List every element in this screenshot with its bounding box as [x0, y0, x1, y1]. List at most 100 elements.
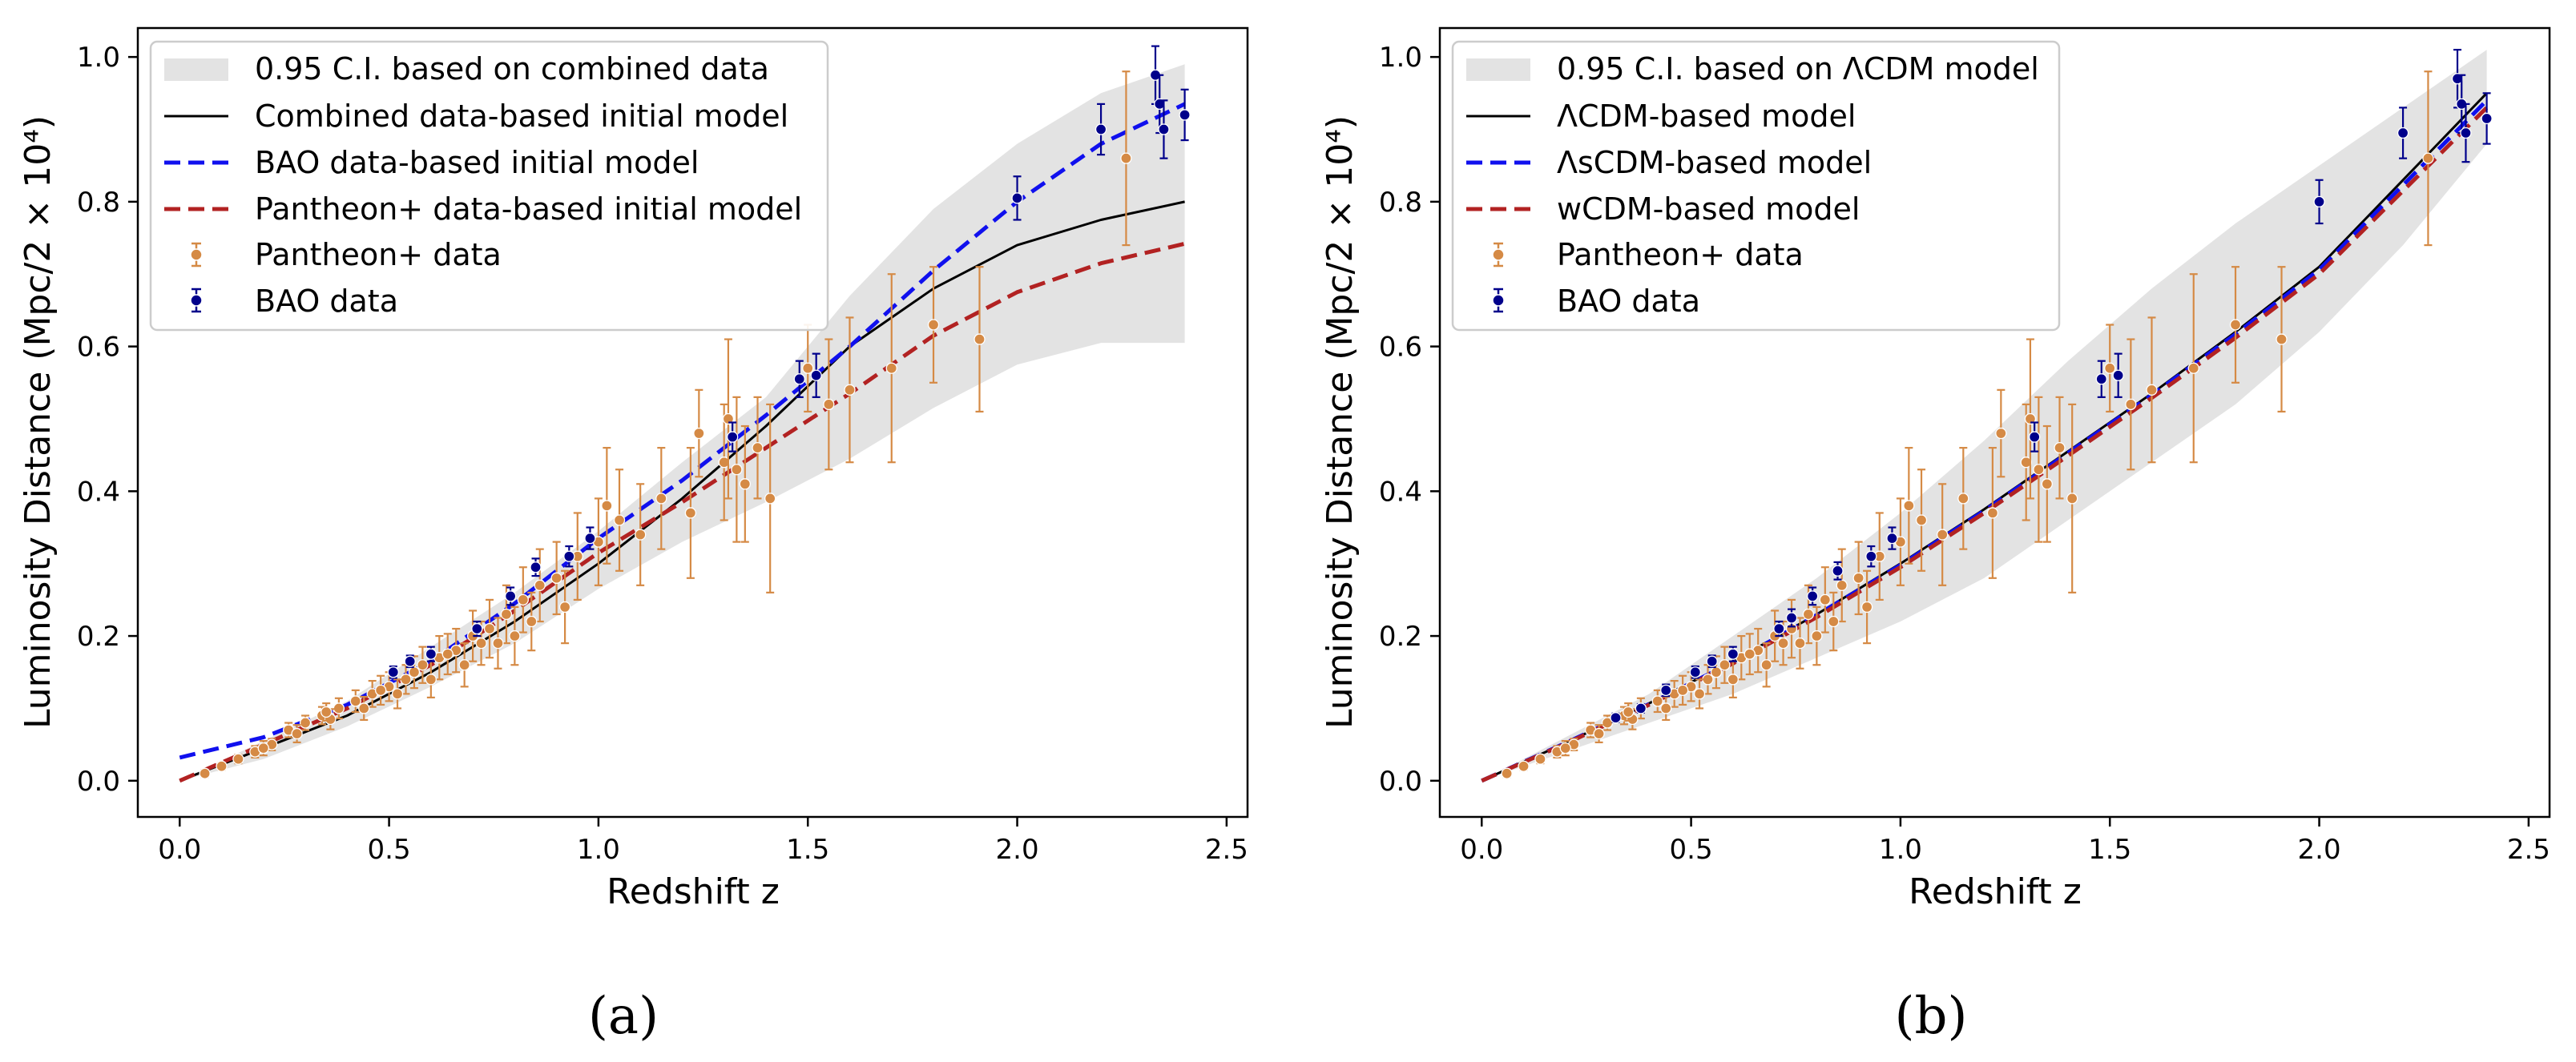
- pantheon-point-11: [1685, 671, 1697, 702]
- pantheon-point-25: [613, 469, 626, 572]
- pantheon-point-33: [2041, 424, 2053, 543]
- pantheon-point-56: [1744, 633, 1756, 676]
- y-axis-label: Luminosity Distance (Mpc/2 × 10⁴): [1320, 115, 1361, 729]
- bao-point-3: [471, 620, 483, 638]
- pantheon-point-23: [592, 497, 605, 586]
- y-tick-label: 0.8: [1379, 187, 1422, 219]
- pantheon-point-43: [257, 740, 269, 757]
- pantheon-point-9: [1651, 689, 1663, 714]
- pantheon-point-35: [2066, 403, 2078, 593]
- bao-point-3: [1689, 665, 1701, 679]
- pantheon-point-54: [374, 674, 387, 706]
- pantheon-point-24: [1903, 447, 1915, 565]
- pantheon-point-5: [1585, 722, 1597, 738]
- x-tick-label: 2.0: [996, 834, 1039, 866]
- pantheon-point-34: [2054, 396, 2066, 500]
- pantheon-point-55: [408, 655, 421, 690]
- pantheon-point-14: [433, 634, 445, 681]
- bao-point-5: [530, 557, 542, 577]
- legend-swatch-bao-data: [190, 288, 203, 313]
- bao-point-1: [1635, 702, 1647, 714]
- model-line-0: [179, 200, 1185, 782]
- pantheon-point-35: [764, 403, 776, 593]
- legend-label-band: 0.95 C.I. based on combined data: [255, 51, 769, 86]
- x-tick-label: 0.5: [1670, 834, 1713, 866]
- x-tick-label: 2.5: [1205, 834, 1248, 866]
- pantheon-point-51: [526, 591, 538, 652]
- x-tick-label: 2.0: [2298, 834, 2341, 866]
- pantheon-point-17: [483, 598, 496, 659]
- pantheon-point-52: [1860, 569, 1873, 645]
- pantheon-point-40: [2229, 266, 2242, 384]
- pantheon-point-50: [1794, 617, 1806, 670]
- legend-swatch-bao-data: [1492, 288, 1505, 313]
- bao-point-13: [2095, 360, 2107, 398]
- pantheon-point-33: [739, 424, 751, 543]
- pantheon-point-26: [1937, 483, 1949, 586]
- pantheon-point-47: [1693, 678, 1706, 710]
- pantheon-point-23: [1894, 497, 1907, 586]
- pantheon-point-41: [2276, 266, 2288, 413]
- legend-box: [1451, 40, 2061, 332]
- legend-swatch-pantheon-data: [190, 242, 203, 268]
- x-tick-label: 0.0: [158, 834, 201, 866]
- bao-point-4: [505, 586, 517, 606]
- bao-point-11: [1886, 526, 1898, 550]
- pantheon-point-27: [655, 447, 667, 550]
- model-line-0: [1481, 92, 2488, 782]
- bao-point-15: [2313, 179, 2325, 225]
- pantheon-point-22: [571, 512, 583, 601]
- bao-point-16: [1179, 88, 1191, 142]
- pantheon-point-42: [1120, 70, 1132, 247]
- pantheon-point-13: [417, 646, 429, 684]
- bao-point-10: [1865, 545, 1877, 568]
- y-tick-label: 0.6: [1379, 332, 1422, 364]
- bao-point-5: [1727, 646, 1739, 662]
- panel-label-a: (a): [588, 987, 659, 1046]
- pantheon-point-20: [534, 548, 546, 623]
- x-tick-label: 2.5: [2507, 834, 2550, 866]
- pantheon-point-44: [291, 724, 303, 744]
- bao-point-9: [1832, 561, 1844, 581]
- bao-point-2: [425, 646, 437, 662]
- pantheon-point-3: [249, 745, 261, 758]
- legend-label-bao-data: BAO data: [255, 284, 398, 319]
- pantheon-point-24: [601, 447, 613, 565]
- legend-label-bao-data: BAO data: [1557, 284, 1700, 319]
- pantheon-point-19: [517, 566, 529, 634]
- pantheon-point-53: [320, 702, 333, 722]
- pantheon-point-40: [927, 266, 940, 384]
- bao-point-0: [387, 665, 399, 679]
- pantheon-point-51: [1828, 591, 1840, 652]
- pantheon-point-29: [1995, 388, 2007, 478]
- pantheon-point-13: [1719, 646, 1731, 684]
- pantheon-point-39: [885, 273, 897, 464]
- bao-point-11: [1011, 175, 1023, 221]
- bao-point-12: [2029, 421, 2041, 453]
- pantheon-point-30: [2020, 403, 2032, 521]
- bao-point-2: [1660, 683, 1672, 698]
- model-line-2: [1481, 106, 2489, 783]
- x-tick-label: 1.5: [786, 834, 829, 866]
- pantheon-point-27: [1957, 447, 1969, 550]
- bao-point-6: [1773, 620, 1785, 638]
- x-axis-label: Redshift z: [1909, 871, 2082, 912]
- legend-label-band: 0.95 C.I. based on ΛCDM model: [1557, 51, 2039, 86]
- y-tick-label: 1.0: [1379, 42, 1422, 74]
- bao-point-19: [2460, 103, 2472, 163]
- pantheon-point-20: [1836, 548, 1848, 623]
- bao-point-0: [1610, 712, 1622, 724]
- pantheon-point-10: [366, 680, 378, 708]
- legend-label-wcdm: wCDM-based model: [1557, 191, 1860, 227]
- pantheon-point-43: [1559, 740, 1571, 757]
- bao-point-1: [404, 654, 416, 669]
- pantheon-point-52: [558, 569, 571, 645]
- bao-point-8: [727, 421, 739, 453]
- panel-label-b: (b): [1895, 987, 1968, 1046]
- bao-point-16: [2397, 107, 2409, 159]
- pantheon-point-46: [358, 695, 370, 722]
- pantheon-point-28: [684, 447, 697, 579]
- bao-point-4: [1706, 654, 1718, 669]
- legend-label-lcdm: ΛCDM-based model: [1557, 99, 1856, 134]
- pantheon-point-3: [1551, 745, 1563, 758]
